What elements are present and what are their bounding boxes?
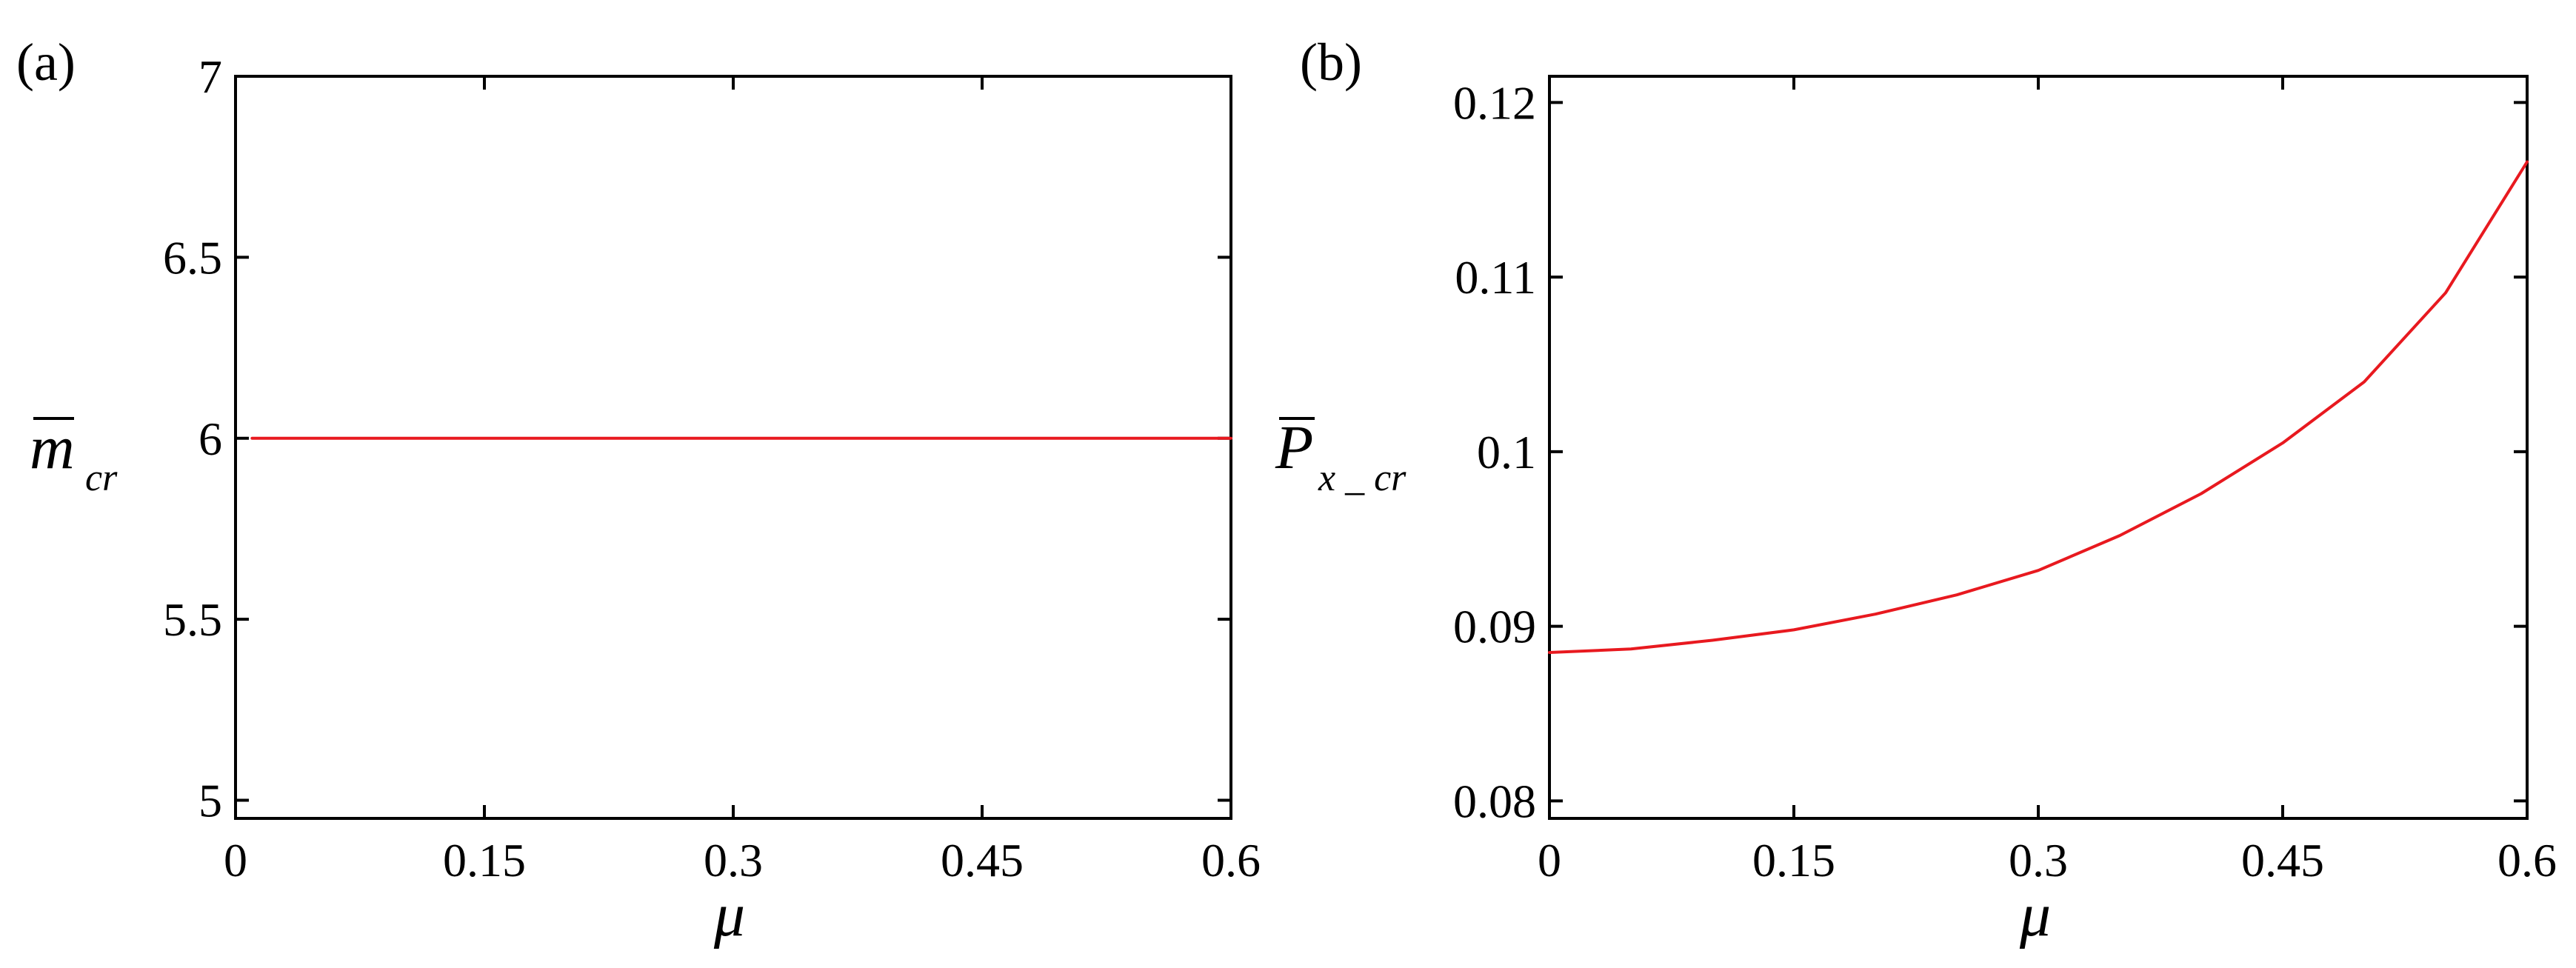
panel-b-x-tick-label: 0.15: [1752, 834, 1835, 887]
panel-b-plot-frame: [1548, 75, 2529, 820]
panel-b-y-label-main: P: [1275, 413, 1313, 482]
panel-a-x-tick-label: 0.45: [941, 834, 1024, 887]
panel-a-label: (a): [16, 33, 76, 92]
panel-a-x-tick-label: 0.3: [704, 834, 763, 887]
panel-a-plot-frame: [234, 75, 1232, 820]
panel-b-y-tick-label: 0.11: [1455, 251, 1536, 304]
panel-b-series-line: [1548, 160, 2529, 654]
panel-a-y-tick-label: 6: [198, 413, 222, 465]
panel-a-x-axis-label: μ: [713, 881, 745, 949]
panel-b-x-tick-label: 0.45: [2241, 834, 2324, 887]
panel-a-chart: (a) m cr μ 0 0.15 0.3 0.45 0.6 5 5.5 6 6.5 7: [16, 33, 1261, 949]
panel-b-x-axis-label: μ: [2019, 881, 2051, 949]
panel-b-y-axis-label: P x _ cr: [1275, 413, 1407, 499]
panel-a-y-tick-label: 6.5: [163, 231, 222, 284]
panel-b-y-tick-label: 0.12: [1453, 76, 1536, 129]
panel-a-y-label-main: m: [30, 413, 75, 482]
panel-b-label: (b): [1300, 33, 1362, 92]
panel-b-y-label-sub: x _ cr: [1318, 457, 1407, 499]
panel-b-x-tick-label: 0.3: [2009, 834, 2068, 887]
panel-b-y-tick-label: 0.08: [1453, 775, 1536, 827]
panel-a-y-label-sub: cr: [85, 457, 118, 499]
panel-b-x-tick-label: 0.6: [2497, 834, 2557, 887]
panel-a-y-tick-label: 5: [198, 775, 222, 827]
panel-a-x-tick-label: 0.15: [443, 834, 526, 887]
panel-b-chart: (b) P x _ cr μ 0 0.15 0.3 0.45 0.6 0.08 0.09 0.…: [1275, 33, 2557, 949]
panel-b-x-tick-label: 0: [1538, 834, 1561, 887]
panel-a-x-tick-label: 0.6: [1201, 834, 1261, 887]
panel-a-y-tick-label: 7: [198, 50, 222, 103]
panel-a-y-axis-label: m cr: [30, 413, 118, 499]
panel-b-y-tick-label: 0.1: [1477, 426, 1536, 478]
panel-a-y-tick-label: 5.5: [163, 593, 222, 646]
panel-b-y-tick-label: 0.09: [1453, 601, 1536, 653]
panel-a-x-tick-label: 0: [224, 834, 247, 887]
